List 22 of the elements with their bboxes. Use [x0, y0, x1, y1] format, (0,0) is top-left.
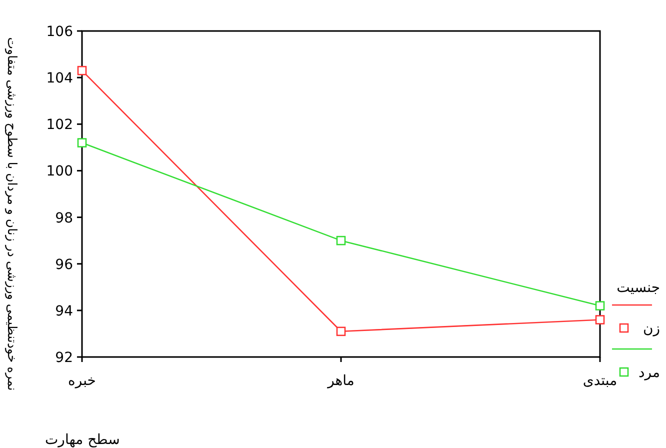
- point: [595, 301, 605, 310]
- x-tick-label: ماهر: [326, 373, 354, 389]
- x-tick-label: مبتدی: [582, 373, 618, 389]
- point: [77, 138, 87, 148]
- y-tick-label: 98: [55, 210, 73, 226]
- x-tick-label: خبره: [68, 373, 96, 389]
- y-tick-label: 100: [46, 164, 73, 180]
- y-tick-label: 94: [55, 303, 74, 320]
- point: [336, 236, 346, 246]
- y-tick-label: 106: [46, 24, 74, 40]
- x-axis-title: سطح مهارت: [45, 432, 120, 448]
- y-tick-label: 96: [55, 256, 74, 273]
- point: [336, 326, 346, 336]
- y-tick-label: 92: [55, 350, 73, 366]
- point: [77, 66, 87, 76]
- legend-label: زن: [642, 321, 660, 337]
- y-tick-label: 104: [46, 70, 74, 87]
- y-tick-label: 102: [46, 117, 73, 134]
- point: [595, 315, 605, 324]
- legend-label: مرد: [638, 365, 660, 381]
- y-axis-title: نمره خودتنظیمی ورزشی در زنان و مردان با سطوح ورزشی متفاوت: [4, 37, 20, 391]
- legend-title: جنسیت: [616, 280, 660, 296]
